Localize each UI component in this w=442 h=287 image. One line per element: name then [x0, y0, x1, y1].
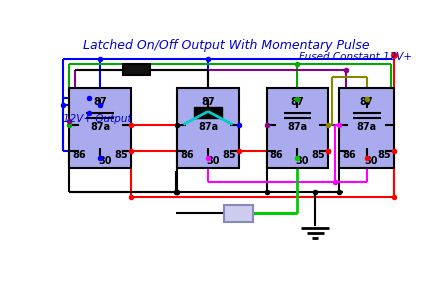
Bar [194, 107, 222, 118]
Text: 87a: 87a [90, 122, 110, 132]
Bar [224, 205, 253, 222]
Text: 86: 86 [180, 150, 194, 160]
Bar [339, 88, 394, 168]
Bar [177, 88, 239, 168]
Text: 30: 30 [98, 156, 112, 166]
Text: 87: 87 [290, 97, 304, 107]
Text: 87a: 87a [287, 122, 308, 132]
Text: 85: 85 [311, 150, 325, 160]
Bar [69, 88, 131, 168]
Text: 87: 87 [360, 97, 373, 107]
Text: 85: 85 [377, 150, 391, 160]
Text: 12V+ Output: 12V+ Output [62, 114, 131, 124]
Text: 30: 30 [206, 156, 219, 166]
Text: 85: 85 [114, 150, 128, 160]
Text: 30: 30 [295, 156, 309, 166]
Text: Fused Constant 12V+: Fused Constant 12V+ [299, 52, 412, 62]
Text: 87: 87 [93, 97, 107, 107]
Text: 87a: 87a [357, 122, 377, 132]
Bar [122, 65, 150, 75]
Text: 30: 30 [365, 156, 378, 166]
Text: 86: 86 [72, 150, 86, 160]
Text: 87a: 87a [198, 122, 218, 132]
Text: 87: 87 [201, 97, 215, 107]
Text: 86: 86 [342, 150, 356, 160]
Bar [267, 88, 328, 168]
Text: 86: 86 [270, 150, 283, 160]
Text: Latched On/Off Output With Momentary Pulse: Latched On/Off Output With Momentary Pul… [83, 40, 370, 53]
Text: 85: 85 [222, 150, 236, 160]
